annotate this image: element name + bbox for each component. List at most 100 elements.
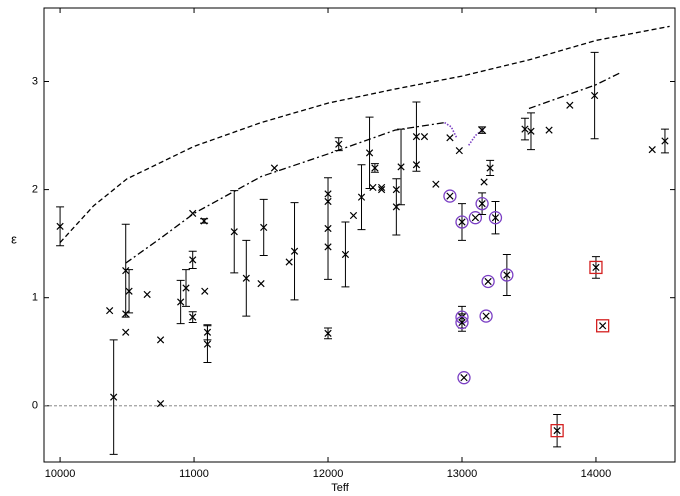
point <box>443 189 457 203</box>
cross <box>478 200 486 208</box>
cross <box>156 400 165 408</box>
point <box>260 223 268 232</box>
cross <box>480 178 488 186</box>
cross <box>110 393 118 401</box>
circle-marker <box>481 274 495 289</box>
circle-marker <box>500 268 514 282</box>
point <box>270 164 279 172</box>
point <box>189 256 197 264</box>
point <box>486 164 494 172</box>
point <box>455 315 469 330</box>
cross <box>182 284 190 292</box>
model-curve <box>125 72 621 264</box>
x-tick-label: 12000 <box>313 468 344 480</box>
cross <box>503 271 511 279</box>
point <box>203 340 212 348</box>
cross <box>397 163 405 171</box>
cross <box>377 185 386 194</box>
point <box>156 400 165 408</box>
point <box>566 101 574 109</box>
cross <box>189 209 197 218</box>
cross <box>106 307 114 315</box>
point <box>596 319 610 333</box>
point <box>527 127 535 135</box>
circle-marker <box>468 211 483 225</box>
box-marker <box>596 319 610 333</box>
cross <box>156 336 165 344</box>
cross <box>521 125 529 133</box>
cross <box>491 214 500 222</box>
cross <box>486 164 494 172</box>
cross <box>484 277 492 286</box>
circle-marker <box>479 309 493 323</box>
cross <box>566 101 574 109</box>
y-tick-label: 2 <box>32 184 38 196</box>
cross <box>369 183 377 192</box>
point <box>377 183 386 192</box>
point <box>545 126 553 134</box>
point <box>479 309 493 323</box>
circle-marker <box>455 215 469 229</box>
x-axis-label: Teff <box>331 482 349 494</box>
point <box>122 310 130 318</box>
point <box>420 133 429 141</box>
cross <box>471 214 480 222</box>
point <box>589 260 603 275</box>
point <box>335 140 343 148</box>
cross <box>553 427 561 435</box>
point <box>189 313 197 321</box>
plot-frame <box>43 7 676 463</box>
point <box>324 243 332 251</box>
box-marker <box>550 424 564 438</box>
cross <box>200 217 208 225</box>
cross <box>324 329 332 337</box>
point <box>488 211 503 225</box>
cross <box>661 137 669 145</box>
cross <box>189 256 197 264</box>
point <box>324 224 332 233</box>
point <box>200 217 208 225</box>
point <box>324 329 332 337</box>
cross <box>335 140 343 148</box>
cross <box>324 224 332 233</box>
point <box>177 298 185 306</box>
point <box>455 215 469 229</box>
point <box>357 193 366 201</box>
point <box>189 209 197 218</box>
cross <box>177 298 185 306</box>
y-tick-label: 3 <box>32 75 38 87</box>
point <box>478 126 486 134</box>
circle-marker <box>457 371 471 385</box>
box-marker <box>589 260 603 275</box>
cross <box>599 322 607 330</box>
cross <box>460 374 468 382</box>
point <box>432 180 440 188</box>
point <box>521 125 529 133</box>
point <box>106 307 114 315</box>
cross <box>270 164 279 172</box>
point <box>341 250 350 259</box>
cross <box>420 133 429 141</box>
point <box>285 258 293 266</box>
point <box>590 91 599 100</box>
x-tick-label: 13000 <box>447 468 478 480</box>
circle-marker <box>455 315 469 330</box>
point <box>500 268 514 282</box>
cross <box>527 127 535 135</box>
circle-marker <box>443 189 457 203</box>
x-tick-label: 11000 <box>179 468 209 480</box>
cross <box>290 247 299 255</box>
point <box>550 424 564 438</box>
point <box>201 287 209 295</box>
cross <box>590 91 599 100</box>
model-curve <box>59 25 670 244</box>
cross <box>458 218 466 226</box>
point <box>648 145 656 154</box>
point <box>349 211 358 220</box>
point <box>122 267 130 275</box>
point <box>481 274 495 289</box>
point <box>56 222 64 230</box>
circle-marker <box>488 211 503 225</box>
cross <box>446 134 454 142</box>
